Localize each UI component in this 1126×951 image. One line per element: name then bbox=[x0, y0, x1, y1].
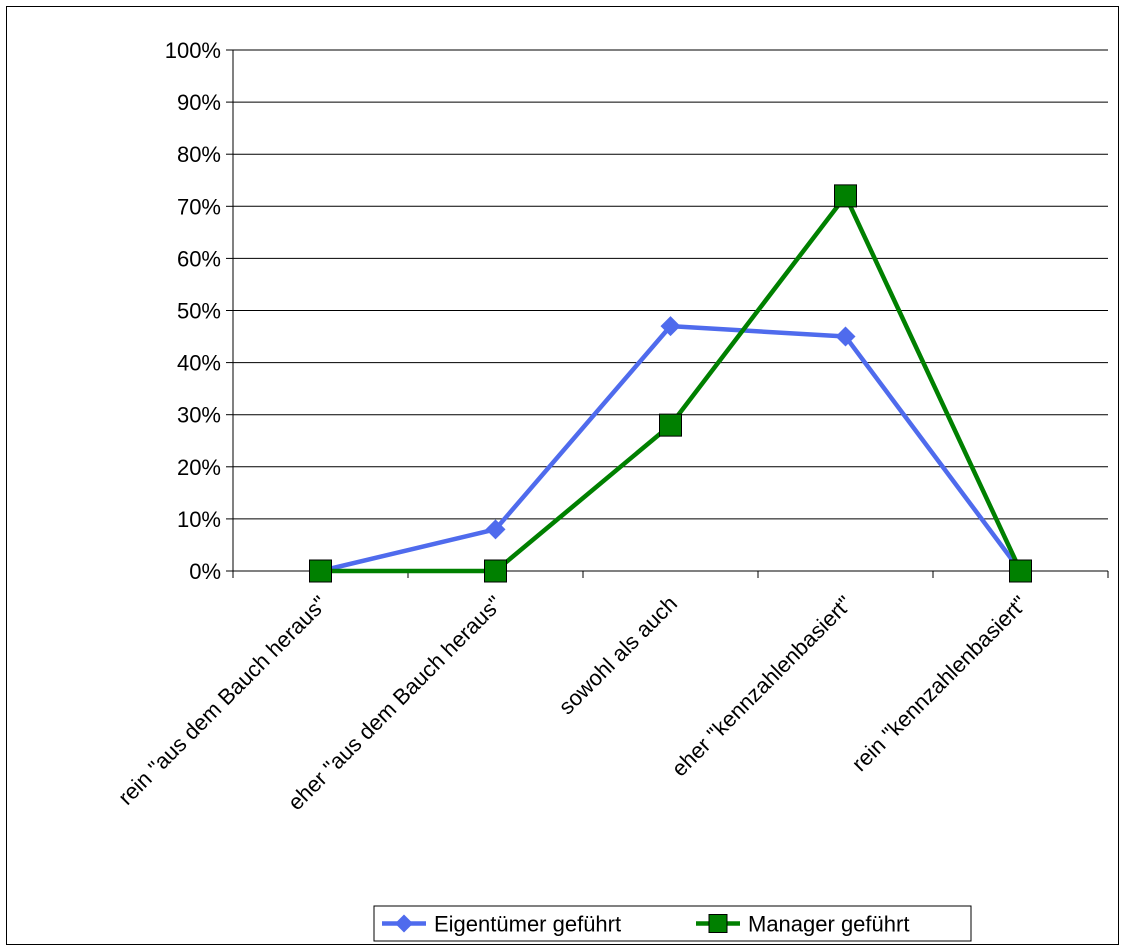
chart-frame bbox=[6, 6, 1119, 945]
axes bbox=[226, 49, 1109, 578]
y-tick-label: 60% bbox=[177, 246, 221, 271]
y-tick-label: 20% bbox=[177, 455, 221, 480]
x-tick-label: rein "kennzahlenbasiert" bbox=[847, 591, 1032, 776]
legend-marker bbox=[708, 914, 728, 933]
data-point bbox=[309, 559, 332, 583]
series-2 bbox=[309, 184, 1032, 583]
x-tick-label: rein "aus dem Bauch heraus" bbox=[113, 591, 332, 810]
y-tick-label: 40% bbox=[177, 351, 221, 376]
y-tick-label: 0% bbox=[189, 559, 221, 584]
y-tick-label: 80% bbox=[177, 142, 221, 167]
legend-label: Eigentümer geführt bbox=[434, 912, 621, 937]
y-tick-label: 30% bbox=[177, 403, 221, 428]
data-point bbox=[660, 316, 681, 337]
legend: Eigentümer geführt Manager geführt bbox=[373, 905, 972, 942]
x-tick-label: sowohl als auch bbox=[554, 591, 682, 719]
series-line bbox=[320, 193, 1023, 574]
y-tick-label: 70% bbox=[177, 194, 221, 219]
data-point bbox=[835, 326, 856, 347]
x-tick-labels: rein "aus dem Bauch heraus"eher "aus dem… bbox=[113, 591, 1032, 815]
y-tick-label: 10% bbox=[177, 507, 221, 532]
legend-marker bbox=[395, 914, 413, 933]
data-point bbox=[1009, 559, 1032, 583]
legend-item: Eigentümer geführt bbox=[382, 912, 621, 937]
y-tick-label: 90% bbox=[177, 90, 221, 115]
legend-box bbox=[373, 905, 972, 942]
legend-label: Manager geführt bbox=[748, 912, 909, 937]
data-point bbox=[484, 559, 507, 583]
data-point bbox=[659, 413, 682, 437]
y-tick-label: 50% bbox=[177, 299, 221, 324]
y-tick-label: 100% bbox=[165, 38, 221, 63]
y-tick-labels: 0% 10% 20% 30% 40% 50% 60% 70% 80% 90% 100% bbox=[165, 38, 221, 584]
x-tick-label: eher "aus dem Bauch heraus" bbox=[283, 591, 507, 815]
legend-item: Manager geführt bbox=[696, 912, 909, 937]
series bbox=[309, 184, 1032, 583]
data-point bbox=[834, 184, 857, 208]
data-point bbox=[485, 519, 506, 540]
x-tick-label: eher "kennzahlenbasiert" bbox=[667, 591, 857, 781]
gridlines bbox=[233, 49, 1108, 520]
